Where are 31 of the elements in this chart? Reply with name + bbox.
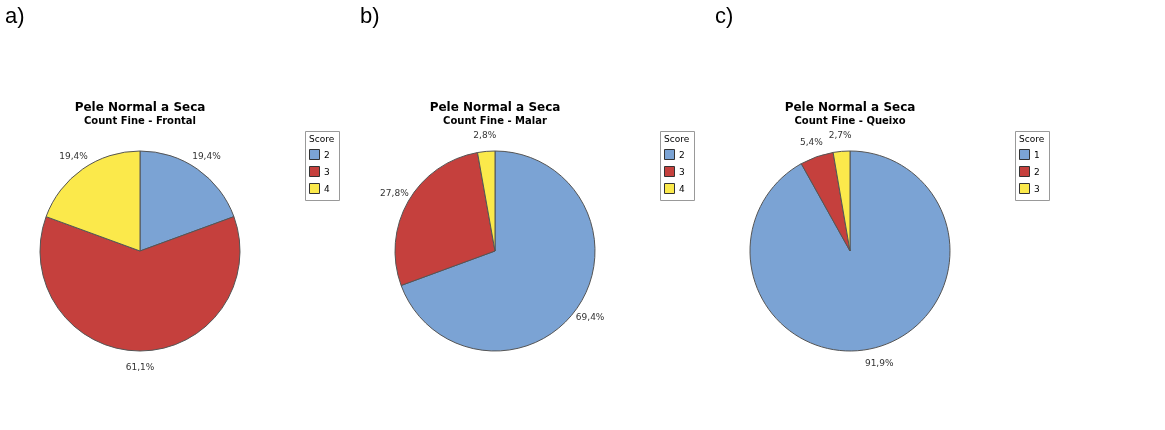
legend-label: 3 <box>1034 183 1040 194</box>
chart-subtitle: Count Fine - Queixo <box>794 114 906 126</box>
legend-title: Score <box>664 134 690 144</box>
text: b) <box>360 3 380 28</box>
text: c) <box>715 3 734 28</box>
legend-label: 4 <box>324 183 330 194</box>
legend-title: Score <box>1019 134 1045 144</box>
legend-label: 2 <box>324 149 330 160</box>
data-label: 19,4% <box>59 150 89 161</box>
data-label: 69,4% <box>575 312 605 323</box>
data-label: 5,4% <box>799 136 824 147</box>
legend-label: 2 <box>679 149 685 160</box>
data-label: 2,8% <box>473 130 497 141</box>
legend-label: 2 <box>1034 166 1040 177</box>
data-label: 19,4% <box>192 150 222 161</box>
data-label: 2,7% <box>828 130 853 141</box>
legend-title: Score <box>309 134 335 144</box>
legend-label: 3 <box>324 166 330 177</box>
chart-subtitle: Count Fine - Malar <box>443 114 547 126</box>
data-label: 61,1% <box>125 362 155 372</box>
pie-slice <box>749 150 951 352</box>
legend-label: 4 <box>679 183 685 194</box>
chart-subtitle: Count Fine - Frontal <box>83 114 197 126</box>
legend-label: 3 <box>679 166 685 177</box>
data-label: 91,9% <box>864 358 894 369</box>
legend-label: 1 <box>1034 149 1040 160</box>
data-label: 27,8% <box>380 188 410 199</box>
text: a) <box>5 3 25 28</box>
chart-title: Pele Normal a Seca <box>74 99 206 114</box>
chart-title: Pele Normal a Seca <box>784 99 916 114</box>
chart-title: Pele Normal a Seca <box>429 99 561 114</box>
